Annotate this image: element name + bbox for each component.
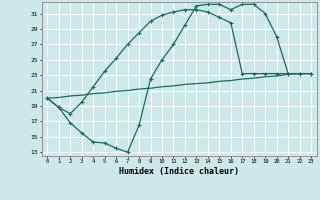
X-axis label: Humidex (Indice chaleur): Humidex (Indice chaleur) xyxy=(119,167,239,176)
